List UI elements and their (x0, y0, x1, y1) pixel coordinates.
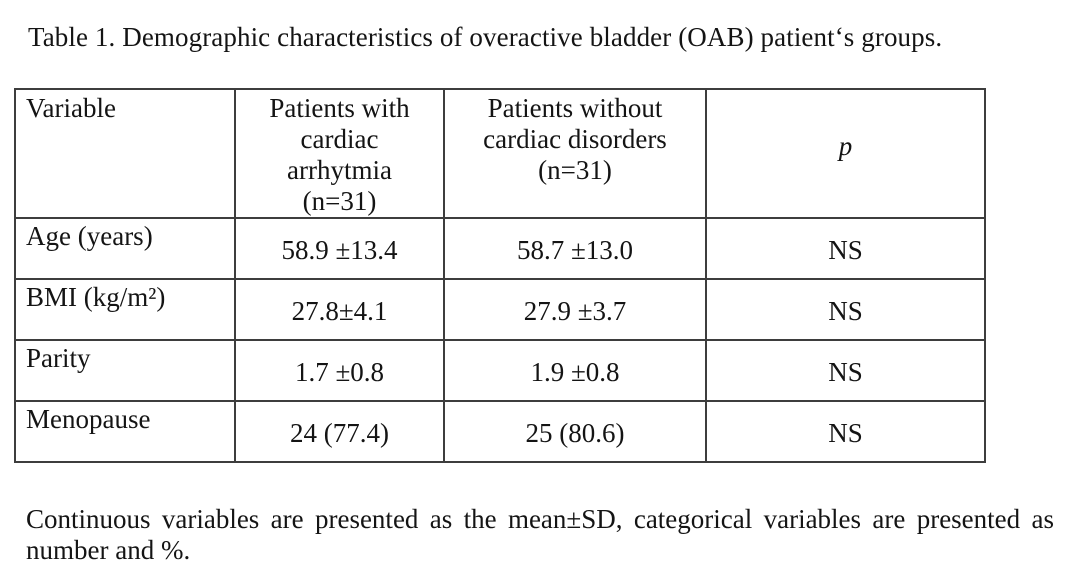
menopause-group1-value: 24 (77.4) (234, 400, 445, 463)
header-line: (n=31) (302, 186, 377, 216)
row-label-parity: Parity (14, 339, 236, 402)
age-group1-value: 58.9 ±13.4 (234, 217, 445, 280)
table-footnote: Continuous variables are presented as th… (26, 504, 1054, 566)
footnote-line-2: number and %. (26, 535, 191, 565)
menopause-p-value: NS (705, 400, 986, 463)
column-header-arrhythmia-group: Patients with cardiac arrhytmia (n=31) (234, 88, 445, 219)
header-line: Patients without (487, 93, 663, 123)
bmi-p-value: NS (705, 278, 986, 341)
parity-group1-value: 1.7 ±0.8 (234, 339, 445, 402)
header-line: arrhytmia (287, 155, 392, 185)
header-line: (n=31) (538, 155, 612, 185)
demographics-table: Variable Patients with cardiac arrhytmia… (14, 88, 986, 463)
table-row: Age (years) 58.9 ±13.4 58.7 ±13.0 NS (14, 217, 986, 280)
row-label-bmi: BMI (kg/m²) (14, 278, 236, 341)
column-header-no-disorders-group: Patients without cardiac disorders (n=31… (443, 88, 707, 219)
column-header-variable: Variable (14, 88, 236, 219)
header-line: cardiac disorders (483, 124, 667, 154)
table-caption: Table 1. Demographic characteristics of … (28, 22, 943, 52)
table-header-row: Variable Patients with cardiac arrhytmia… (14, 88, 986, 219)
row-label-age: Age (years) (14, 217, 236, 280)
menopause-group2-value: 25 (80.6) (443, 400, 707, 463)
age-group2-value: 58.7 ±13.0 (443, 217, 707, 280)
table-row: Menopause 24 (77.4) 25 (80.6) NS (14, 400, 986, 463)
parity-group2-value: 1.9 ±0.8 (443, 339, 707, 402)
age-p-value: NS (705, 217, 986, 280)
header-line: cardiac (300, 124, 379, 154)
row-label-menopause: Menopause (14, 400, 236, 463)
column-header-p-value: p (705, 88, 986, 219)
bmi-group2-value: 27.9 ±3.7 (443, 278, 707, 341)
header-line: Patients with (269, 93, 410, 123)
table-row: Parity 1.7 ±0.8 1.9 ±0.8 NS (14, 339, 986, 402)
bmi-group1-value: 27.8±4.1 (234, 278, 445, 341)
parity-p-value: NS (705, 339, 986, 402)
table-row: BMI (kg/m²) 27.8±4.1 27.9 ±3.7 NS (14, 278, 986, 341)
footnote-line-1: Continuous variables are presented as th… (26, 504, 1054, 534)
